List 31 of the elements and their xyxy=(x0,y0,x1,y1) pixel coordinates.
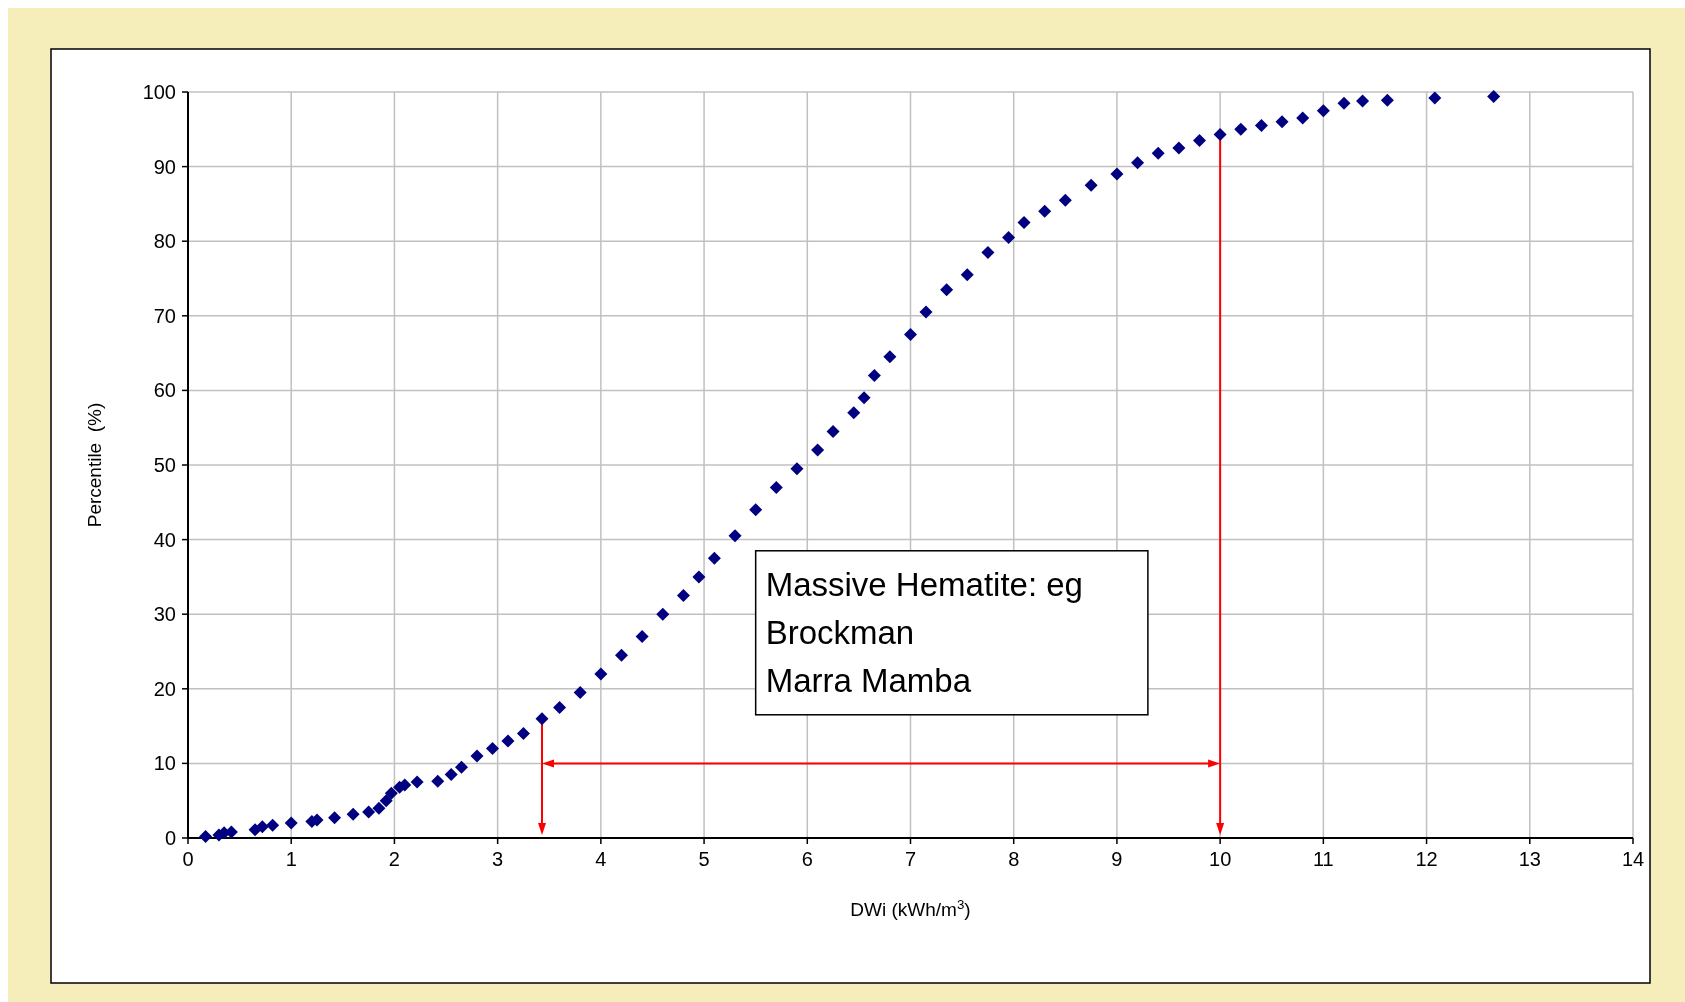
x-tick-label: 12 xyxy=(1415,848,1438,870)
y-tick-label: 40 xyxy=(153,528,176,551)
x-tick-label: 10 xyxy=(1209,848,1232,870)
y-tick-label: 0 xyxy=(164,827,176,849)
y-tick-label: 50 xyxy=(153,454,176,476)
x-tick-label: 6 xyxy=(801,848,813,870)
x-tick-label: 13 xyxy=(1518,848,1541,870)
y-tick-label: 10 xyxy=(153,752,176,775)
y-tick-label: 20 xyxy=(153,677,176,700)
x-tick-label: 3 xyxy=(492,848,504,870)
x-tick-label: 4 xyxy=(595,848,607,870)
annotation: Massive Hematite: eg xyxy=(765,565,1083,603)
y-tick-label: 90 xyxy=(153,155,176,178)
x-tick-label: 0 xyxy=(182,848,194,870)
x-tick-label: 9 xyxy=(1111,848,1123,870)
x-tick-label: 14 xyxy=(1621,848,1645,870)
y-tick-label: 30 xyxy=(153,603,176,626)
y-tick-label: 100 xyxy=(142,81,176,103)
x-tick-label: 7 xyxy=(904,848,917,870)
x-axis-title: DWi (kWh/m$^{3}$) xyxy=(850,896,971,920)
y-tick-label: 70 xyxy=(153,304,176,327)
annotation: Brockman xyxy=(765,613,915,651)
x-tick-label: 1 xyxy=(285,848,297,870)
x-tick-label: 5 xyxy=(698,848,710,870)
annotation: Marra Mamba xyxy=(765,661,972,699)
y-axis-title: Percentile (%) xyxy=(84,402,105,528)
y-tick-label: 60 xyxy=(153,379,176,402)
x-tick-label: 8 xyxy=(1008,848,1020,870)
x-tick-label: 2 xyxy=(388,848,400,870)
y-tick-label: 80 xyxy=(153,230,176,253)
x-tick-label: 11 xyxy=(1312,848,1334,870)
